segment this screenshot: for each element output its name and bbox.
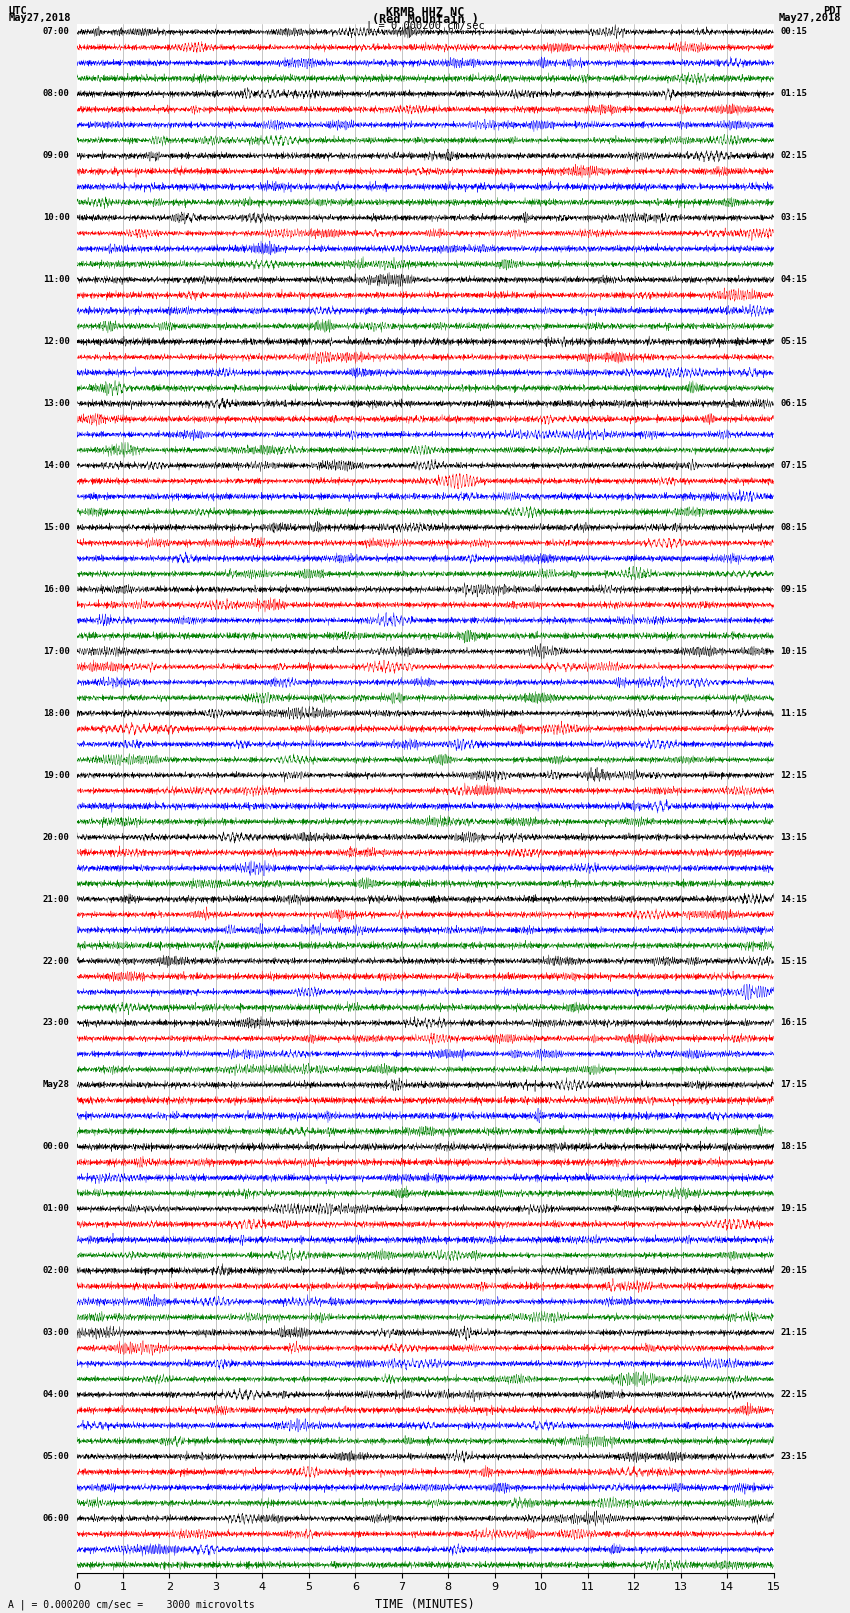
Text: 10:00: 10:00	[42, 213, 70, 223]
Text: 19:00: 19:00	[42, 771, 70, 779]
Text: PDT: PDT	[823, 5, 842, 16]
Text: 04:00: 04:00	[42, 1390, 70, 1398]
Text: 09:15: 09:15	[780, 586, 808, 594]
Text: 20:00: 20:00	[42, 832, 70, 842]
Text: 16:00: 16:00	[42, 586, 70, 594]
Text: 16:15: 16:15	[780, 1018, 808, 1027]
Text: UTC: UTC	[8, 5, 27, 16]
Text: 03:15: 03:15	[780, 213, 808, 223]
Text: 00:00: 00:00	[42, 1142, 70, 1152]
Text: 23:00: 23:00	[42, 1018, 70, 1027]
Text: 14:15: 14:15	[780, 895, 808, 903]
Text: KRMB HHZ NC: KRMB HHZ NC	[386, 5, 464, 19]
Text: 11:00: 11:00	[42, 276, 70, 284]
Text: 02:15: 02:15	[780, 152, 808, 160]
Text: 20:15: 20:15	[780, 1266, 808, 1276]
Text: May27,2018: May27,2018	[779, 13, 842, 23]
Text: 15:00: 15:00	[42, 523, 70, 532]
Text: (Red Mountain ): (Red Mountain )	[371, 13, 479, 26]
Text: 01:15: 01:15	[780, 89, 808, 98]
Text: 21:15: 21:15	[780, 1327, 808, 1337]
Text: 17:00: 17:00	[42, 647, 70, 656]
Text: 01:00: 01:00	[42, 1205, 70, 1213]
Text: 13:15: 13:15	[780, 832, 808, 842]
Text: 09:00: 09:00	[42, 152, 70, 160]
Text: 12:00: 12:00	[42, 337, 70, 347]
Text: 00:15: 00:15	[780, 27, 808, 37]
Text: 10:15: 10:15	[780, 647, 808, 656]
Text: 14:00: 14:00	[42, 461, 70, 469]
Text: 15:15: 15:15	[780, 957, 808, 966]
Text: 05:15: 05:15	[780, 337, 808, 347]
Text: 13:00: 13:00	[42, 398, 70, 408]
Text: 06:15: 06:15	[780, 398, 808, 408]
Text: 18:15: 18:15	[780, 1142, 808, 1152]
Text: 12:15: 12:15	[780, 771, 808, 779]
Text: 11:15: 11:15	[780, 708, 808, 718]
Text: May28: May28	[42, 1081, 70, 1089]
Text: 17:15: 17:15	[780, 1081, 808, 1089]
Text: 23:15: 23:15	[780, 1452, 808, 1461]
Text: 05:00: 05:00	[42, 1452, 70, 1461]
Text: A | = 0.000200 cm/sec =    3000 microvolts: A | = 0.000200 cm/sec = 3000 microvolts	[8, 1598, 255, 1610]
Text: 21:00: 21:00	[42, 895, 70, 903]
Text: 18:00: 18:00	[42, 708, 70, 718]
Text: May27,2018: May27,2018	[8, 13, 71, 23]
Text: 04:15: 04:15	[780, 276, 808, 284]
Text: 03:00: 03:00	[42, 1327, 70, 1337]
X-axis label: TIME (MINUTES): TIME (MINUTES)	[375, 1598, 475, 1611]
Text: 22:00: 22:00	[42, 957, 70, 966]
Text: 19:15: 19:15	[780, 1205, 808, 1213]
Text: 22:15: 22:15	[780, 1390, 808, 1398]
Text: | = 0.000200 cm/sec: | = 0.000200 cm/sec	[366, 19, 484, 31]
Text: 08:15: 08:15	[780, 523, 808, 532]
Text: 07:00: 07:00	[42, 27, 70, 37]
Text: 02:00: 02:00	[42, 1266, 70, 1276]
Text: 06:00: 06:00	[42, 1515, 70, 1523]
Text: 08:00: 08:00	[42, 89, 70, 98]
Text: 07:15: 07:15	[780, 461, 808, 469]
